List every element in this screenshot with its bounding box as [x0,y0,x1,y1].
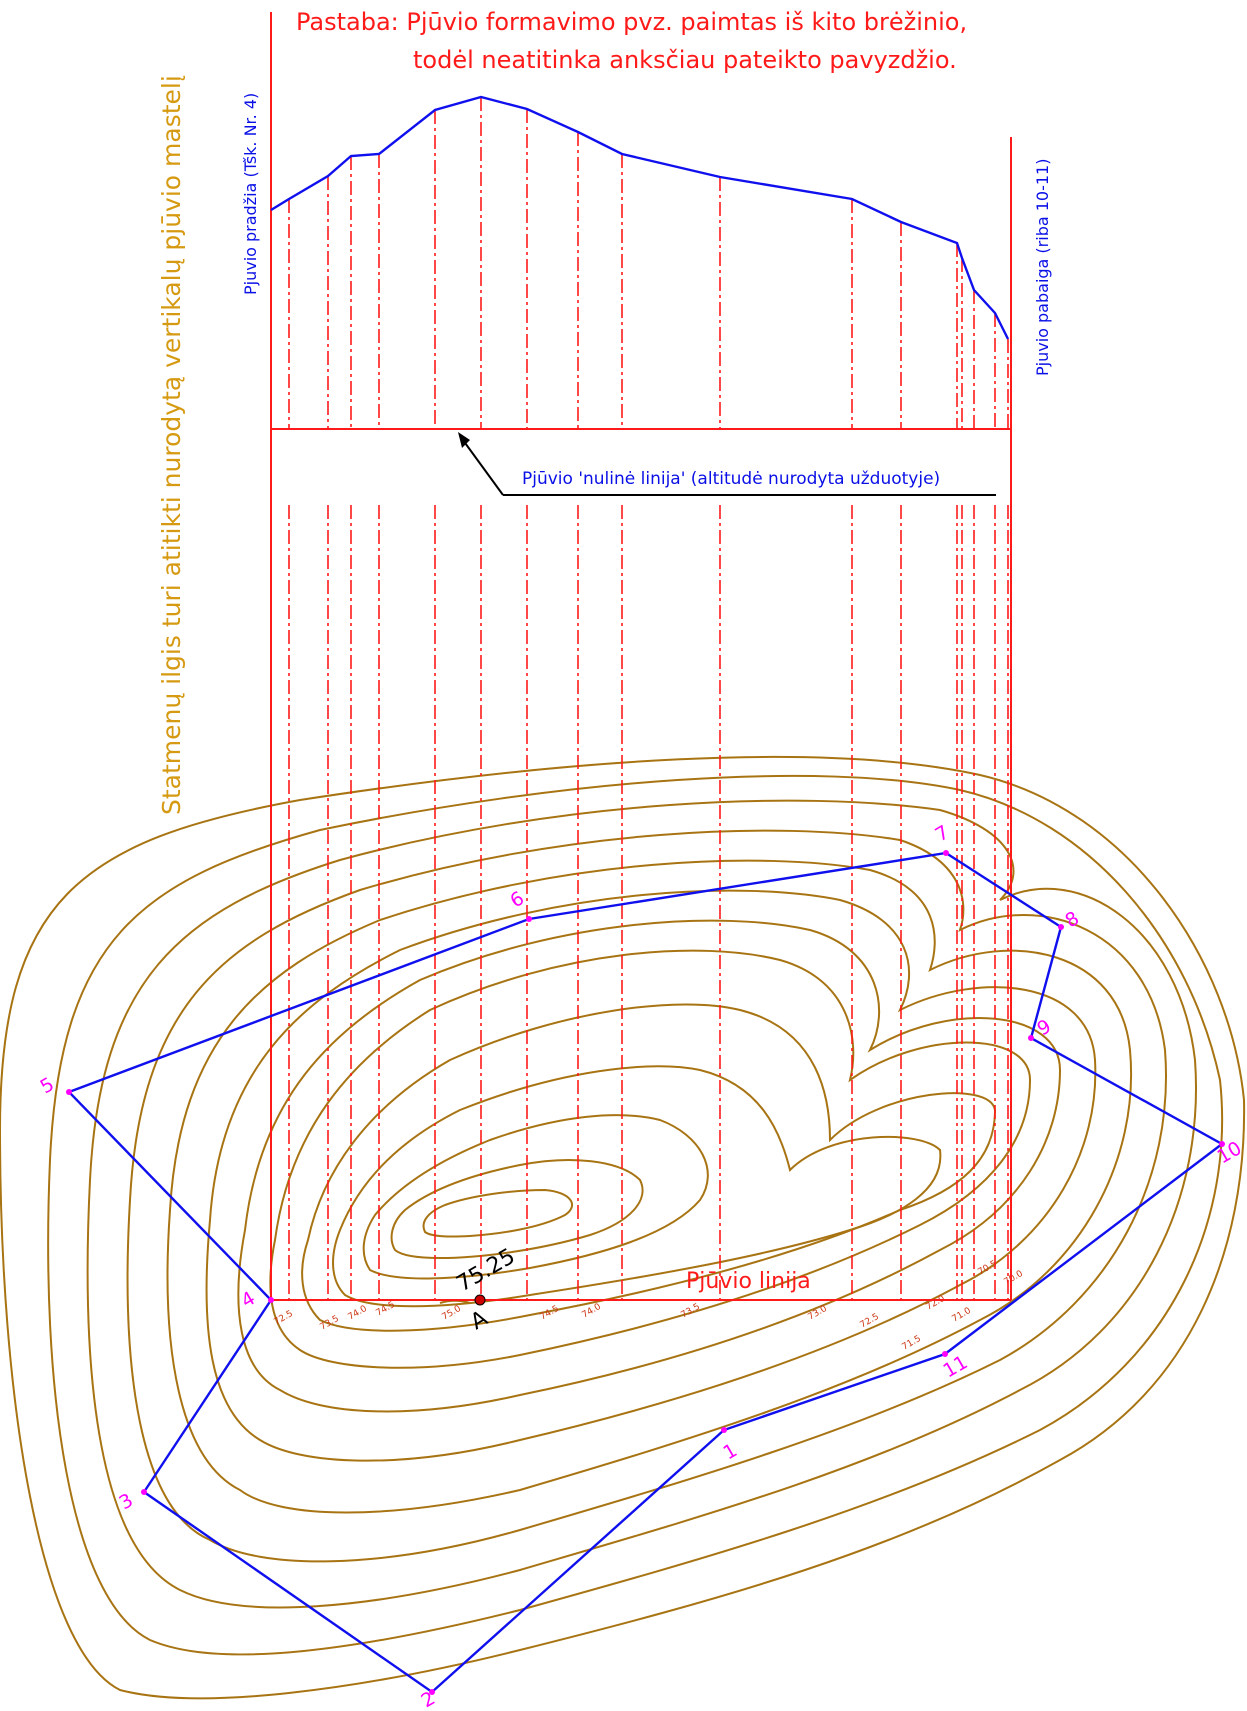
projection-lines-lower [288,505,1009,1300]
contour-line [237,919,1062,1413]
note-line-2: todėl neatitinka anksčiau pateikto pavyz… [413,46,957,74]
side-instruction-label: Statmenų ilgis turi atitikti nurodytą ve… [157,75,186,815]
contour-labels: 72.5 73.574.0 74.5 75.0 74.5 74.0 73.5 73.0 72.5… [273,1259,1026,1353]
contour-line [362,1114,709,1280]
contour-elevation-label: 74.0 [347,1304,370,1323]
boundary-polygon [66,851,1225,1694]
vertex-marker [66,1089,72,1095]
vertex-marker [1058,924,1064,930]
point-label-2: 2 [418,1687,439,1711]
vertex-markers [66,850,1225,1695]
contour-elevation-label: 74.5 [539,1304,561,1323]
contour-elevation-label: 70.0 [1003,1269,1026,1288]
contour-line [47,774,1224,1656]
contour-elevation-label: 73.5 [680,1302,702,1321]
projection-lines-upper [288,97,1009,429]
arrowhead-icon [458,432,470,448]
point-label-9: 9 [1034,1015,1055,1040]
contour-elevation-label: 74.5 [375,1300,397,1319]
contour-elevation-label: 71.0 [951,1306,974,1325]
peak-elevation: 75.25 [453,1244,520,1297]
section-line-label: Pjūvio linija [686,1269,811,1294]
contour-line [166,859,1133,1514]
contour-line [332,1065,942,1308]
vertex-marker [942,1351,948,1357]
contour-elevation-label: 73.0 [807,1304,830,1323]
point-label-8: 8 [1062,907,1083,932]
vertex-marker [429,1689,435,1695]
contour-line [205,889,1097,1462]
contour-line [126,829,1167,1563]
vertex-marker [1028,1035,1034,1041]
contour-line [269,949,1032,1369]
contour-line [301,1003,997,1332]
contour-line [0,755,1246,1700]
point-label-1: 1 [720,1439,741,1464]
contour-elevation-label: 75.0 [441,1304,464,1323]
vertex-marker [1219,1141,1225,1147]
point-label-4: 4 [238,1287,259,1312]
contour-line [390,1159,644,1260]
profile-end-label: Pjuvio pabaiga (riba 10-11) [1033,159,1052,376]
point-label-7: 7 [932,821,953,846]
peak-name: A [467,1306,493,1335]
contour-elevation-label: 72.5 [273,1309,295,1328]
zero-line-label: Pjūvio 'nulinė linija' (altitudė nurodyt… [522,469,940,489]
contour-line [86,799,1197,1609]
contour-elevation-label: 72.0 [925,1294,948,1313]
leader-line [459,435,504,496]
contour-line [439,1299,471,1304]
point-label-6: 6 [507,887,528,912]
peak-marker [474,1294,486,1306]
note-line-1: Pastaba: Pjūvio formavimo pvz. paimtas i… [296,8,967,36]
vertex-marker [526,916,532,922]
contour-line [422,1188,573,1238]
contour-elevation-label: 73.5 [319,1314,341,1333]
vertex-marker [721,1427,727,1433]
vertex-marker [943,850,949,856]
vertex-marker [141,1489,147,1495]
zero-line-leader [458,432,996,496]
contour-lines [0,755,1246,1700]
profile-start-label: Pjuvio pradžia (Tšk. Nr. 4) [241,93,260,295]
vertex-marker [268,1297,274,1303]
profile-polyline [270,95,1010,340]
